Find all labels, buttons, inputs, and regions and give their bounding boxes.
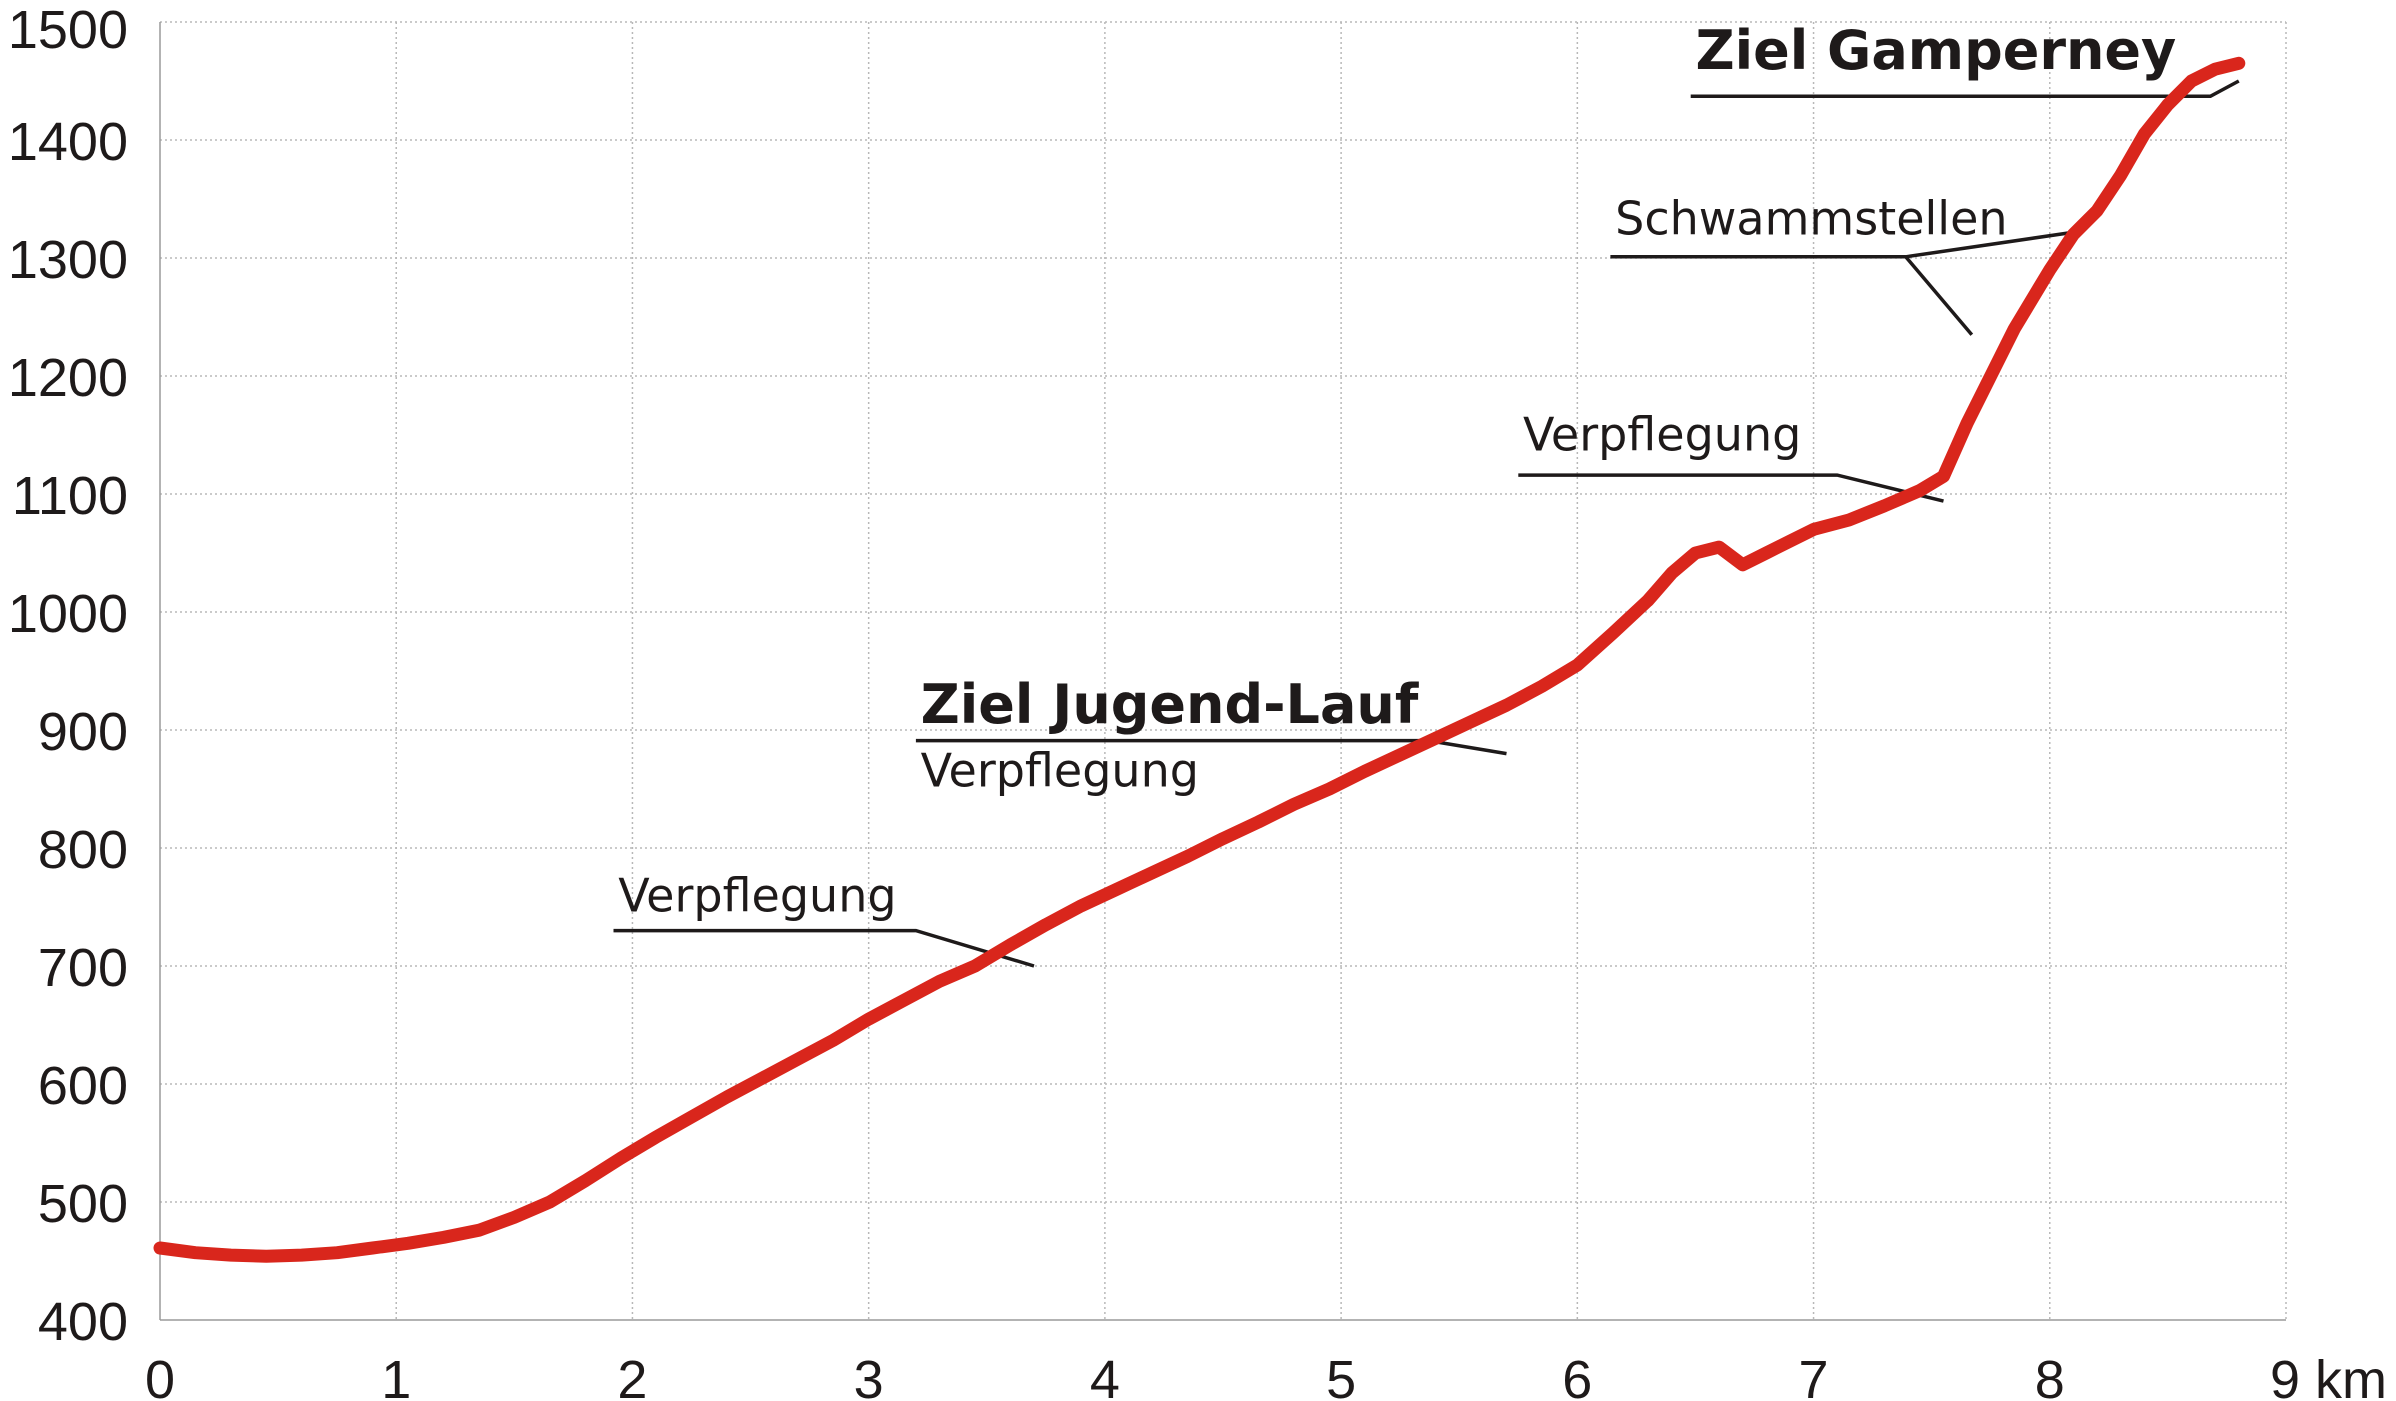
x-tick-label: 2 [617, 1350, 647, 1401]
x-tick-label: 9 km [2270, 1350, 2387, 1401]
y-tick-label: 700 [38, 938, 128, 998]
x-tick-label: 7 [1799, 1350, 1829, 1401]
y-tick-label: 900 [38, 702, 128, 762]
y-tick-label: 1400 [8, 112, 128, 172]
x-tick-label: 1 [381, 1350, 411, 1401]
verpflegung-label-1: Verpflegung [618, 869, 896, 923]
tick-labels: 4005006007008009001000110012001300140015… [8, 0, 2387, 1401]
grid-lines [160, 21, 2287, 1320]
y-tick-label: 1300 [8, 230, 128, 290]
y-tick-label: 1500 [8, 0, 128, 60]
x-tick-label: 0 [145, 1350, 175, 1401]
annotation-labels: Ziel Gamperney Schwammstellen Verpflegung Z… [618, 19, 2176, 923]
axes [159, 22, 2286, 1321]
schwammstellen-leader-2 [1904, 255, 1974, 336]
ziel-jugend-lauf-label: Ziel Jugend-Lauf [921, 673, 1419, 736]
verpflegung-label-2: Verpflegung [921, 744, 1199, 798]
x-tick-label: 4 [1090, 1350, 1120, 1401]
y-tick-label: 800 [38, 820, 128, 880]
ziel-gamperney-leader [1690, 79, 2240, 99]
y-tick-label: 1100 [12, 466, 128, 526]
y-tick-label: 1200 [8, 348, 128, 408]
y-tick-label: 600 [38, 1056, 128, 1116]
verpflegung-label-3: Verpflegung [1523, 407, 1801, 461]
y-tick-label: 1000 [8, 584, 128, 644]
x-tick-label: 5 [1326, 1350, 1356, 1401]
x-tick-label: 6 [1562, 1350, 1592, 1401]
y-tick-label: 500 [38, 1174, 128, 1234]
x-tick-label: 3 [854, 1350, 884, 1401]
y-tick-label: 400 [38, 1292, 128, 1352]
schwammstellen-label: Schwammstellen [1615, 191, 2007, 245]
ziel-gamperney-label: Ziel Gamperney [1695, 19, 2176, 82]
elevation-series-line [153, 56, 2246, 1263]
x-tick-label: 8 [2035, 1350, 2065, 1401]
annotation-leaders [613, 79, 2240, 968]
series-layer [153, 56, 2246, 1263]
